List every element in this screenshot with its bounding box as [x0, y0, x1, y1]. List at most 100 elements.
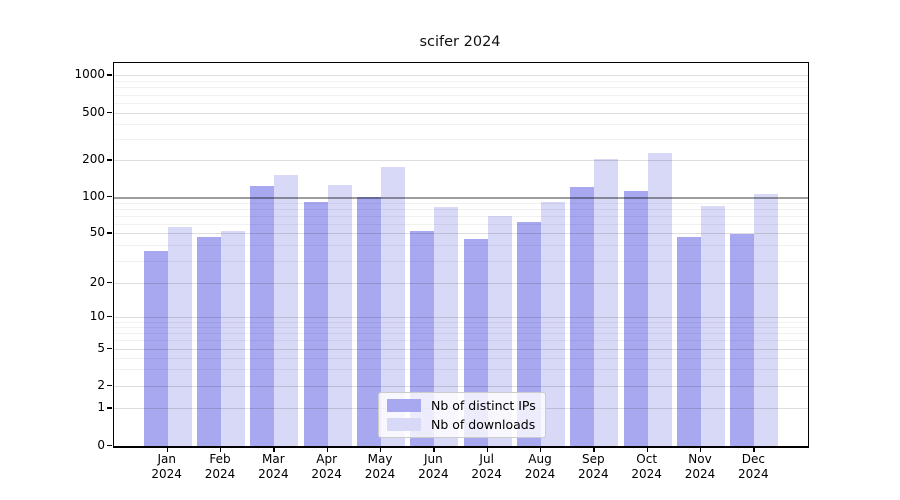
- gridline-minor: [114, 94, 808, 96]
- gridline-minor: [114, 139, 808, 141]
- y-tick-label: 1: [97, 400, 105, 415]
- x-tick-mark: [593, 447, 595, 452]
- y-tick-label: 1000: [74, 67, 105, 82]
- x-tick-label: Nov 2024: [684, 452, 716, 481]
- gridline-minor: [114, 124, 808, 126]
- gridline-major: [114, 160, 808, 162]
- gridline-major: [114, 75, 808, 77]
- gridline-minor: [114, 223, 808, 225]
- x-tick-mark: [166, 447, 168, 452]
- x-tick-mark: [326, 447, 328, 452]
- y-tick-label: 200: [82, 152, 105, 167]
- gridline-minor: [114, 333, 808, 335]
- gridline-minor: [114, 327, 808, 328]
- gridline-reference-100: [114, 197, 808, 199]
- x-tick-mark: [273, 447, 275, 452]
- bar-distinct-ips-feb: [197, 236, 222, 446]
- bar-downloads-sep: [594, 159, 619, 446]
- gridline-minor: [114, 208, 808, 210]
- legend-item-distinct-ips: Nb of distinct IPs: [387, 398, 537, 413]
- gridline-major: [114, 348, 808, 350]
- y-tick-mark: [107, 347, 112, 349]
- y-tick-label: 2: [97, 378, 105, 392]
- x-tick-label: Jun 2024: [418, 452, 449, 481]
- x-tick-mark: [700, 447, 702, 452]
- bar-distinct-ips-oct: [623, 191, 648, 446]
- gridline-minor: [114, 261, 808, 262]
- gridline-minor: [114, 340, 808, 342]
- bar-distinct-ips-dec: [730, 234, 755, 446]
- gridline-minor: [114, 357, 808, 359]
- gridline-major: [114, 233, 808, 235]
- y-tick-label: 20: [89, 275, 105, 289]
- x-tick-label: Jan 2024: [151, 452, 182, 481]
- gridline-minor: [114, 80, 808, 82]
- y-tick-label: 10: [89, 308, 105, 323]
- y-tick-mark: [107, 232, 112, 234]
- bar-downloads-nov: [701, 205, 725, 446]
- gridline-minor: [114, 87, 808, 89]
- x-tick-label: Apr 2024: [311, 452, 342, 481]
- gridline-minor: [114, 245, 808, 247]
- gridline-minor: [114, 215, 808, 217]
- gridline-major: [114, 316, 808, 318]
- y-tick-mark: [107, 282, 112, 284]
- legend-label-distinct-ips: Nb of distinct IPs: [431, 398, 536, 413]
- x-tick-label: May 2024: [364, 452, 396, 481]
- legend-label-downloads: Nb of downloads: [431, 417, 536, 432]
- y-tick-mark: [107, 74, 112, 76]
- bar-distinct-ips-may: [357, 197, 382, 446]
- x-tick-label: Feb 2024: [204, 452, 236, 481]
- x-tick-mark: [753, 447, 755, 452]
- y-tick-mark: [107, 196, 112, 198]
- bar-distinct-ips-jan: [143, 251, 168, 446]
- y-tick-mark: [107, 111, 112, 113]
- bar-downloads-feb: [221, 231, 246, 446]
- x-tick-mark: [220, 447, 222, 452]
- y-tick-label: 5: [97, 340, 105, 355]
- plot-area: [113, 62, 809, 448]
- bar-distinct-ips-mar: [250, 185, 275, 446]
- gridline-major: [114, 112, 808, 114]
- x-tick-mark: [646, 447, 648, 452]
- bar-downloads-apr: [327, 184, 352, 446]
- chart-title: scifer 2024: [419, 34, 501, 50]
- bar-distinct-ips-sep: [570, 186, 595, 446]
- bar-downloads-mar: [274, 174, 299, 446]
- y-tick-label: 100: [82, 189, 105, 203]
- bar-downloads-jan: [167, 227, 192, 446]
- gridline-major: [114, 386, 808, 387]
- y-tick-mark: [107, 444, 112, 446]
- gridline-minor: [114, 321, 808, 323]
- legend-swatch-downloads: [387, 418, 421, 431]
- x-tick-label: Jul 2024: [471, 452, 502, 481]
- x-tick-mark: [433, 447, 435, 452]
- x-tick-mark: [380, 447, 382, 452]
- legend-swatch-distinct-ips: [387, 399, 421, 412]
- gridline-major: [114, 283, 808, 284]
- y-tick-mark: [107, 385, 112, 387]
- x-tick-label: Mar 2024: [258, 452, 289, 481]
- y-tick-label: 0: [97, 437, 105, 452]
- legend-item-downloads: Nb of downloads: [387, 417, 537, 432]
- x-tick-label: Dec 2024: [738, 452, 769, 481]
- bar-distinct-ips-apr: [303, 201, 328, 446]
- bar-downloads-dec: [754, 194, 779, 446]
- x-tick-label: Aug 2024: [524, 452, 556, 481]
- x-tick-mark: [540, 447, 542, 452]
- gridline-minor: [114, 202, 808, 204]
- gridline-minor: [114, 102, 808, 104]
- x-tick-label: Oct 2024: [631, 452, 662, 481]
- gridline-minor: [114, 369, 808, 371]
- bar-downloads-oct: [647, 153, 672, 446]
- legend: Nb of distinct IPs Nb of downloads: [378, 392, 546, 438]
- y-tick-mark: [107, 315, 112, 317]
- bar-distinct-ips-nov: [677, 236, 701, 446]
- x-tick-label: Sep 2024: [578, 452, 609, 481]
- y-tick-label: 500: [82, 104, 105, 119]
- y-tick-mark: [107, 407, 112, 409]
- x-tick-mark: [486, 447, 488, 452]
- y-tick-mark: [107, 159, 112, 161]
- y-tick-label: 50: [89, 225, 105, 240]
